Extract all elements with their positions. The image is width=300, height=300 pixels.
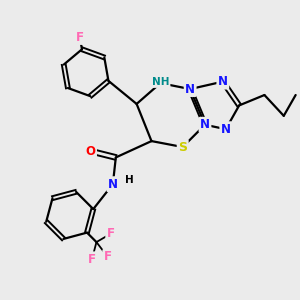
Text: N: N bbox=[108, 178, 118, 191]
Text: O: O bbox=[85, 145, 96, 158]
Text: N: N bbox=[218, 75, 228, 88]
Text: H: H bbox=[125, 175, 134, 185]
Text: F: F bbox=[88, 253, 96, 266]
Text: N: N bbox=[200, 118, 210, 131]
Text: N: N bbox=[185, 82, 195, 96]
Text: F: F bbox=[107, 227, 115, 240]
Text: NH: NH bbox=[152, 76, 169, 87]
Text: S: S bbox=[178, 140, 187, 154]
Text: F: F bbox=[76, 31, 84, 44]
Text: F: F bbox=[104, 250, 112, 263]
Text: N: N bbox=[221, 123, 231, 136]
